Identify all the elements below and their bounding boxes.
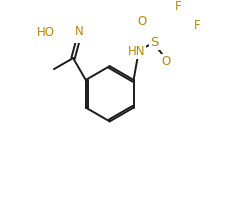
Text: F: F — [175, 0, 181, 14]
Text: S: S — [150, 36, 158, 49]
Text: O: O — [160, 55, 170, 68]
Text: N: N — [75, 25, 83, 38]
Text: HN: HN — [127, 45, 144, 58]
Text: F: F — [193, 19, 200, 32]
Text: HO: HO — [37, 25, 55, 39]
Text: O: O — [137, 15, 146, 28]
